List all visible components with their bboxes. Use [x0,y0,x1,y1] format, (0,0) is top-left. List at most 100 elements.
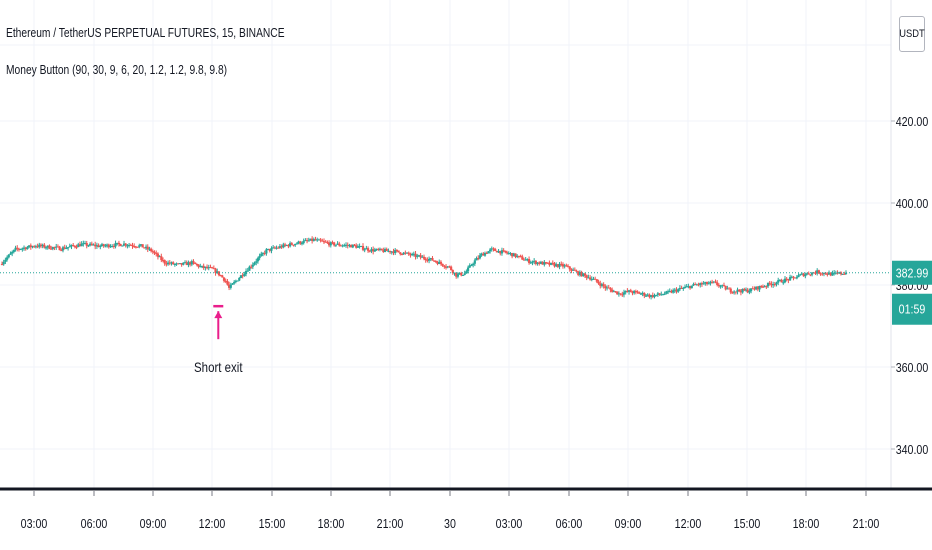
candle-body [584,273,586,275]
candle-body [6,257,8,259]
candle-body [74,246,76,247]
candle-body [623,292,625,294]
candle-body [231,283,233,284]
candle-body [8,255,10,258]
candle-body [26,247,28,249]
candle-body [428,259,430,261]
candle-body [435,261,437,262]
candle-body [226,281,228,285]
candle-body [781,280,783,282]
candle-body [3,262,5,264]
candle-body [470,265,472,266]
x-tick-label: 03:00 [496,516,523,531]
candle-body [658,293,660,294]
candle-body [586,275,588,277]
candle-body [479,255,481,258]
x-tick-label: 21:00 [377,516,404,531]
candle-body [442,264,444,266]
candle-body [472,264,474,265]
candle-body [150,249,152,251]
candle-body [291,243,293,245]
candle-body [703,283,705,284]
candle-body [125,244,127,246]
candle-body [399,252,401,254]
candle-body [257,258,259,261]
y-tick-label: 340.00 [896,442,929,457]
candle-body [782,282,784,283]
candle-body [738,290,740,291]
candle-body [597,282,599,284]
x-tick-label: 15:00 [734,516,761,531]
x-tick-label: 06:00 [81,516,108,531]
candle-body [152,251,154,252]
candle-body [489,250,491,252]
candle-body [69,246,71,247]
candle-body [467,268,469,272]
candle-body [43,245,45,248]
candle-body [335,245,337,246]
candle-body [691,286,693,289]
candle-body [408,253,410,255]
candle-body [731,292,733,293]
candle-body [609,288,611,289]
candle-body [775,283,777,285]
y-tick-label: 400.00 [896,196,929,211]
candle-body [677,289,679,292]
candle-body [67,247,69,248]
candle-body [253,263,255,265]
candle-body [320,239,322,240]
candle-body [86,243,88,246]
x-tick-label: 12:00 [199,516,226,531]
candle-body [301,243,303,244]
candle-body [374,250,376,252]
candle-body [362,246,364,250]
candle-body [381,249,383,250]
candle-body [172,262,174,264]
candle-body [425,259,427,260]
candle-body [664,294,666,295]
candle-body [296,243,298,244]
study-legend[interactable]: Money Button (90, 30, 9, 6, 20, 1.2, 1.2… [6,63,227,77]
candle-body [192,261,194,262]
candle-body [619,293,621,294]
marker-arrow-icon [214,311,222,318]
x-tick-label: 09:00 [615,516,642,531]
candle-body [104,246,106,247]
countdown-label: 01:59 [899,302,926,317]
candle-body [59,247,61,251]
candle-body [655,295,657,296]
candle-body [569,266,571,269]
candle-body [638,292,640,293]
candle-body [308,241,310,242]
symbol-title[interactable]: Ethereum / TetherUS PERPETUAL FUTURES, 1… [6,26,285,40]
candle-body [48,246,50,249]
candle-body [565,265,567,266]
candle-body [672,290,674,292]
candle-body [457,274,459,277]
candle-body [450,267,452,270]
x-tick-label: 21:00 [853,516,880,531]
candle-body [164,260,166,263]
candle-body [528,259,530,263]
candle-body [748,291,750,292]
candle-body [303,241,305,243]
candle-body [4,260,6,262]
x-tick-label: 09:00 [140,516,167,531]
x-tick-label: 06:00 [556,516,583,531]
candle-body [386,249,388,251]
currency-button[interactable]: USDT [899,16,925,52]
candle-body [338,244,340,246]
candle-body [494,249,496,251]
candle-body [397,251,399,253]
candle-body [423,257,425,259]
candle-body [13,250,15,252]
candle-body [431,258,433,260]
candle-body [236,281,238,282]
candle-body [574,270,576,271]
candle-body [221,275,223,277]
candle-body [142,244,144,247]
candle-body [247,271,249,272]
candle-body [260,254,262,256]
